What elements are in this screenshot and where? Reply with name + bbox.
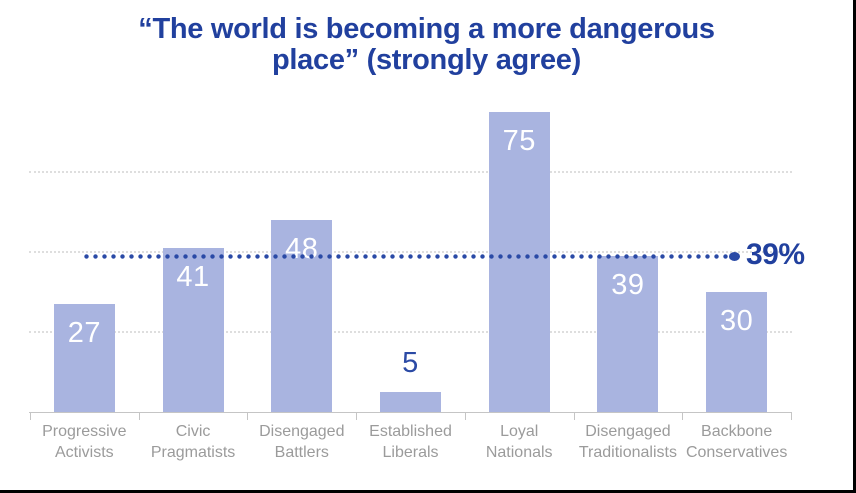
bar-civic-pragmatists (162, 248, 224, 412)
x-axis-tick (356, 412, 357, 420)
x-axis-label-backbone-conservatives: Backbone Conservatives (685, 423, 788, 461)
bar-value-label: 5 (402, 347, 419, 379)
x-axis-label-disengaged-traditionalists: Disengaged Traditionalists (578, 423, 677, 461)
x-axis-label-civic-pragmatists: Civic Pragmatists (150, 423, 236, 461)
bar-value-label: 41 (176, 261, 210, 293)
reference-dotted-line (82, 254, 731, 259)
bar-progressive-activists (53, 304, 115, 412)
bar-value-label: 75 (502, 125, 536, 157)
bar-value-label: 30 (720, 305, 754, 337)
x-axis-label-loyal-nationals: Loyal Nationals (485, 423, 553, 461)
x-axis-label-disengaged-battlers: Disengaged Battlers (259, 423, 345, 461)
x-axis-label-established-liberals: Established Liberals (369, 423, 452, 461)
reference-end-dot (729, 252, 740, 261)
bar-value-label: 39 (611, 269, 645, 301)
x-axis-tick (465, 412, 466, 420)
x-axis-tick (30, 412, 31, 420)
x-axis-line (29, 412, 792, 413)
chart-title: “The world is becoming a more dangerous … (138, 13, 715, 76)
bar-established-liberals (380, 392, 441, 412)
x-axis-label-progressive-activists: Progressive Activists (42, 423, 127, 461)
bar-disengaged-traditionalists (597, 256, 659, 412)
gridline-20 (29, 331, 792, 333)
x-axis-tick (791, 412, 792, 420)
bar-loyal-nationals (488, 112, 550, 412)
bar-backbone-conservatives (706, 292, 768, 412)
x-axis-tick (139, 412, 140, 420)
gridline-40 (29, 251, 792, 253)
gridline-60 (29, 171, 792, 173)
x-axis-tick (247, 412, 248, 420)
bar-disengaged-battlers (271, 220, 333, 412)
bar-value-label: 27 (67, 317, 101, 349)
bar-value-label: 48 (285, 233, 319, 265)
x-axis-tick (574, 412, 575, 420)
x-axis-tick (682, 412, 683, 420)
reference-value-label: 39% (746, 238, 805, 271)
